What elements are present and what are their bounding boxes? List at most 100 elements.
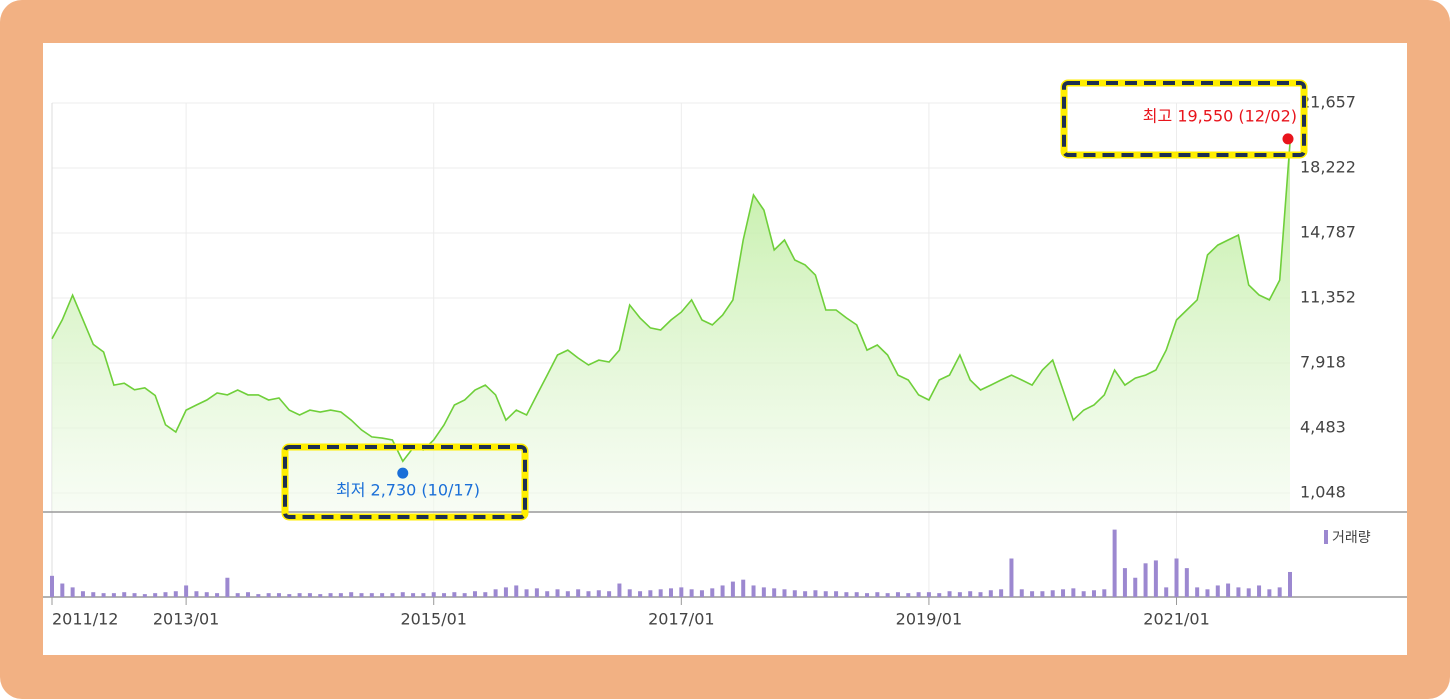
- volume-bar: [906, 593, 911, 597]
- volume-bar: [751, 585, 756, 597]
- volume-bar: [380, 593, 385, 597]
- volume-bar: [1133, 577, 1138, 597]
- volume-bar: [1019, 589, 1024, 597]
- volume-bar: [421, 593, 426, 597]
- volume-bar: [524, 589, 529, 597]
- volume-bar: [1174, 558, 1179, 597]
- volume-bar: [730, 581, 735, 597]
- volume-bar: [957, 592, 962, 597]
- volume-bar: [658, 589, 663, 597]
- volume-bar: [834, 591, 839, 597]
- volume-bar: [1102, 589, 1107, 597]
- volume-bar: [607, 591, 612, 597]
- volume-bar: [999, 589, 1004, 597]
- volume-bar: [173, 591, 178, 597]
- volume-bar: [710, 588, 715, 597]
- volume-bar: [586, 591, 591, 597]
- volume-bar: [338, 593, 343, 597]
- volume-bar: [276, 593, 281, 597]
- volume-bar: [1277, 587, 1282, 597]
- x-tick-label: 2015/01: [400, 610, 466, 629]
- volume-bar: [617, 583, 622, 597]
- y-tick-label: 1,048: [1300, 483, 1346, 502]
- volume-bar: [70, 587, 75, 597]
- volume-bar: [287, 594, 292, 597]
- volume-bar: [246, 592, 251, 597]
- volume-bar: [761, 587, 766, 597]
- volume-bar: [503, 587, 508, 597]
- volume-bar: [390, 593, 395, 597]
- volume-bar: [194, 591, 199, 597]
- volume-bar: [854, 592, 859, 597]
- volume-bar: [462, 593, 467, 597]
- y-tick-label: 21,657: [1300, 93, 1356, 112]
- volume-bar: [844, 592, 849, 597]
- y-tick-label: 4,483: [1300, 417, 1346, 436]
- volume-bar: [1184, 568, 1189, 597]
- volume-bar: [741, 579, 746, 597]
- volume-bar: [349, 592, 354, 597]
- volume-bar: [142, 594, 147, 597]
- volume-bar: [235, 593, 240, 597]
- x-tick-label: 2017/01: [648, 610, 714, 629]
- y-tick-label: 7,918: [1300, 352, 1346, 371]
- plot: 1,048 4,483 7,918 11,352 14,787 18,222 21,657 2…: [43, 79, 1407, 629]
- volume-bar: [153, 593, 158, 597]
- volume-bar: [431, 592, 436, 597]
- volume-bar: [442, 593, 447, 597]
- volume-bar: [1164, 587, 1169, 597]
- volume-bar: [1091, 590, 1096, 597]
- volume-bar: [493, 589, 498, 597]
- volume-bar: [576, 589, 581, 597]
- volume-bar: [813, 590, 818, 597]
- volume-bar: [865, 593, 870, 597]
- legend-label: 거래량: [1332, 530, 1371, 546]
- volume-bar: [1050, 590, 1055, 597]
- volume-bar: [1009, 558, 1014, 597]
- volume-bar: [916, 592, 921, 597]
- volume-bar: [1215, 585, 1220, 597]
- volume-bar: [328, 593, 333, 597]
- volume-bar: [792, 590, 797, 597]
- volume-bar: [947, 591, 952, 597]
- volume-bar: [1030, 591, 1035, 597]
- legend-swatch: [1324, 530, 1328, 544]
- x-tick-label: 2021/01: [1143, 610, 1209, 629]
- volume-bar: [1081, 591, 1086, 597]
- volume-bar: [1226, 583, 1231, 597]
- volume-bar: [1143, 563, 1148, 597]
- volume-bar: [452, 592, 457, 597]
- annotation-label: 최저 2,730 (10/17): [336, 481, 480, 500]
- y-tick-label: 18,222: [1300, 158, 1356, 177]
- volume-bar: [1071, 588, 1076, 597]
- volume-bar: [1040, 591, 1045, 597]
- x-tick-label: 2011/12: [52, 610, 118, 629]
- volume-bar: [803, 591, 808, 597]
- volume-bar: [50, 575, 54, 597]
- volume-bar: [204, 592, 209, 597]
- volume-bar: [91, 592, 96, 597]
- volume-bar: [782, 589, 787, 597]
- volume-bar: [307, 593, 312, 597]
- volume-bar: [978, 592, 983, 597]
- volume-bar: [937, 593, 942, 597]
- volume-bar: [968, 591, 973, 597]
- volume-bar: [699, 590, 704, 597]
- volume-bar: [988, 590, 993, 597]
- volume-bar: [111, 593, 116, 597]
- volume-bar: [1257, 585, 1262, 597]
- volume-bar: [472, 591, 477, 597]
- y-tick-label: 11,352: [1300, 288, 1356, 307]
- volume-bar: [534, 588, 539, 597]
- volume-bar: [359, 593, 364, 597]
- volume-bar: [215, 593, 220, 597]
- volume-bar: [875, 592, 880, 597]
- volume-bar: [1122, 568, 1127, 597]
- volume-bar: [1061, 589, 1066, 597]
- volume-bar: [596, 590, 601, 597]
- volume-bar: [60, 583, 65, 597]
- volume-bar: [679, 587, 684, 597]
- volume-bar: [1236, 587, 1241, 597]
- volume-bar: [648, 590, 653, 597]
